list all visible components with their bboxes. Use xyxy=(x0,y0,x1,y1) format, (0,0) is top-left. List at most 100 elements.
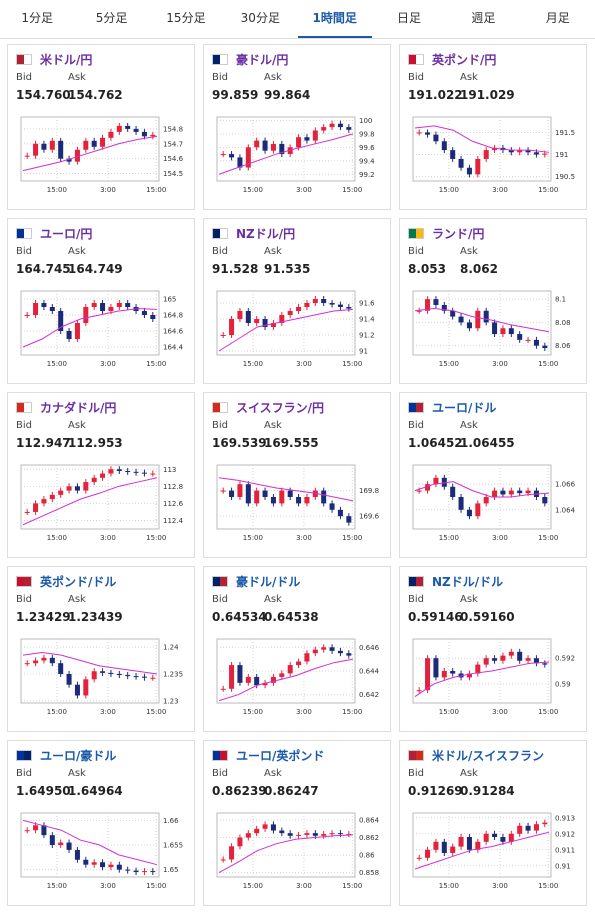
ask-label: Ask xyxy=(460,72,478,83)
candle xyxy=(229,665,235,689)
candle xyxy=(270,323,276,327)
currency-card[interactable]: 英ポンド/円 Bid Ask 191.022 191.029 190.5 191 191.5 1… xyxy=(399,44,587,210)
candle xyxy=(66,158,72,162)
moving-average xyxy=(218,834,354,874)
tab[interactable]: 週足 xyxy=(471,11,496,25)
candle xyxy=(66,842,72,850)
ask-label: Ask xyxy=(460,246,478,257)
x-tick-label: 3:00 xyxy=(492,882,508,890)
bid-value: 0.59146 xyxy=(408,610,463,624)
bid-value: 169.539 xyxy=(212,436,267,450)
candle xyxy=(116,125,122,132)
y-tick-label: 8.08 xyxy=(555,319,571,327)
mini-chart: 1.064 1.066 15:00 3:00 15:00 xyxy=(412,464,576,542)
tab[interactable]: 1時間足 xyxy=(297,0,372,38)
candle xyxy=(270,824,276,831)
ask-value: 169.555 xyxy=(264,436,319,450)
candle xyxy=(287,490,293,497)
ask-value: 91.535 xyxy=(264,262,311,276)
ask-label: Ask xyxy=(68,594,86,605)
flag-icon xyxy=(408,750,424,761)
candle xyxy=(533,824,539,831)
candle xyxy=(100,303,106,311)
candle xyxy=(279,673,285,677)
x-tick-label: 15:00 xyxy=(538,708,558,716)
bid-label: Bid xyxy=(408,420,424,431)
candle xyxy=(66,486,72,491)
currency-card[interactable]: ユーロ/ドル Bid Ask 1.06452 1.06455 1.064 1.066 15:0… xyxy=(399,392,587,558)
currency-card[interactable]: ユーロ/豪ドル Bid Ask 1.64950 1.64964 1.65 1.655 1.66… xyxy=(7,740,195,906)
ask-value: 1.06455 xyxy=(460,436,515,450)
x-tick-label: 3:00 xyxy=(296,708,312,716)
tab[interactable]: 15分足 xyxy=(166,11,206,25)
candle xyxy=(533,339,539,346)
currency-card[interactable]: 豪ドル/円 Bid Ask 99.859 99.864 99.2 99.4 99.6 99.8 1… xyxy=(203,44,391,210)
currency-card[interactable]: スイスフラン/円 Bid Ask 169.539 169.555 169.6 169.8 15… xyxy=(203,392,391,558)
y-tick-label: 0.86 xyxy=(359,852,375,860)
tab[interactable]: 月足 xyxy=(545,11,570,25)
candle xyxy=(141,472,147,474)
currency-card[interactable]: ユーロ/英ポンド Bid Ask 0.86239 0.86247 0.858 0.86 0.8… xyxy=(203,740,391,906)
currency-card[interactable]: ユーロ/円 Bid Ask 164.745 164.749 164.4 164.6 164.8… xyxy=(7,218,195,384)
flag-icon xyxy=(16,54,32,65)
bid-value: 0.91269 xyxy=(408,784,463,798)
x-tick-label: 3:00 xyxy=(100,882,116,890)
bid-label: Bid xyxy=(212,420,228,431)
flag-icon xyxy=(408,228,424,239)
x-tick-label: 15:00 xyxy=(538,360,558,368)
candle xyxy=(116,673,122,676)
bid-label: Bid xyxy=(16,594,32,605)
candle xyxy=(500,837,506,842)
currency-card[interactable]: NZドル/円 Bid Ask 91.528 91.535 91 91.2 91.4 91.6 15… xyxy=(203,218,391,384)
candle xyxy=(475,310,481,329)
currency-card[interactable]: 英ポンド/ドル Bid Ask 1.23429 1.23439 1.23 1.235 1.24… xyxy=(7,566,195,732)
candle xyxy=(141,311,147,315)
currency-card[interactable]: 豪ドル/ドル Bid Ask 0.64534 0.64538 0.642 0.644 0.64… xyxy=(203,566,391,732)
candle xyxy=(262,490,268,497)
candle xyxy=(525,490,531,494)
pair-name: ランド/円 xyxy=(408,225,484,242)
tab[interactable]: 30分足 xyxy=(240,11,280,25)
currency-card[interactable]: NZドル/ドル Bid Ask 0.59146 0.59160 0.59 0.592 15:0… xyxy=(399,566,587,732)
candle xyxy=(542,345,548,349)
candle xyxy=(458,316,464,323)
y-tick-label: 1.24 xyxy=(163,644,179,652)
bid-label: Bid xyxy=(16,246,32,257)
candle xyxy=(254,140,260,148)
candle xyxy=(229,319,235,335)
candle xyxy=(150,677,156,679)
candle xyxy=(517,334,523,340)
candle xyxy=(441,304,447,311)
candle xyxy=(508,150,514,153)
candle xyxy=(100,862,106,868)
moving-average xyxy=(414,831,550,870)
currency-card[interactable]: 米ドル/円 Bid Ask 154.760 154.762 154.5 154.6 154.7… xyxy=(7,44,195,210)
tab[interactable]: 日足 xyxy=(397,11,422,25)
currency-card[interactable]: 米ドル/スイスフラン Bid Ask 0.91269 0.91284 0.91 0.911 0… xyxy=(399,740,587,906)
ask-value: 1.64964 xyxy=(68,784,123,798)
mini-chart: 0.858 0.86 0.862 0.864 15:00 3:00 15:00 xyxy=(216,812,380,890)
flag-icon xyxy=(408,54,424,65)
currency-card[interactable]: ランド/円 Bid Ask 8.053 8.062 8.06 8.08 8.1 15:00 3:0… xyxy=(399,218,587,384)
y-tick-label: 1.65 xyxy=(163,866,179,874)
x-tick-label: 15:00 xyxy=(146,708,166,716)
tab[interactable]: 5分足 xyxy=(95,11,128,25)
tab[interactable]: 1分足 xyxy=(21,11,53,25)
mini-chart: 164.4 164.6 164.8 165 15:00 3:00 15:00 xyxy=(20,290,184,368)
y-tick-label: 8.1 xyxy=(555,296,566,304)
candle xyxy=(525,658,531,661)
candle xyxy=(337,650,343,654)
candle xyxy=(533,658,539,664)
moving-average xyxy=(22,135,158,172)
candle xyxy=(245,484,251,504)
candle xyxy=(83,307,89,323)
candle xyxy=(475,503,481,517)
candle xyxy=(220,859,226,861)
y-tick-label: 191.5 xyxy=(555,129,575,137)
candle xyxy=(270,497,276,504)
currency-card[interactable]: カナダドル/円 Bid Ask 112.947 112.953 112.4 112.6 112… xyxy=(7,392,195,558)
candle xyxy=(125,675,131,677)
x-tick-label: 3:00 xyxy=(100,534,116,542)
candle xyxy=(49,140,55,150)
plot-frame xyxy=(20,290,160,356)
